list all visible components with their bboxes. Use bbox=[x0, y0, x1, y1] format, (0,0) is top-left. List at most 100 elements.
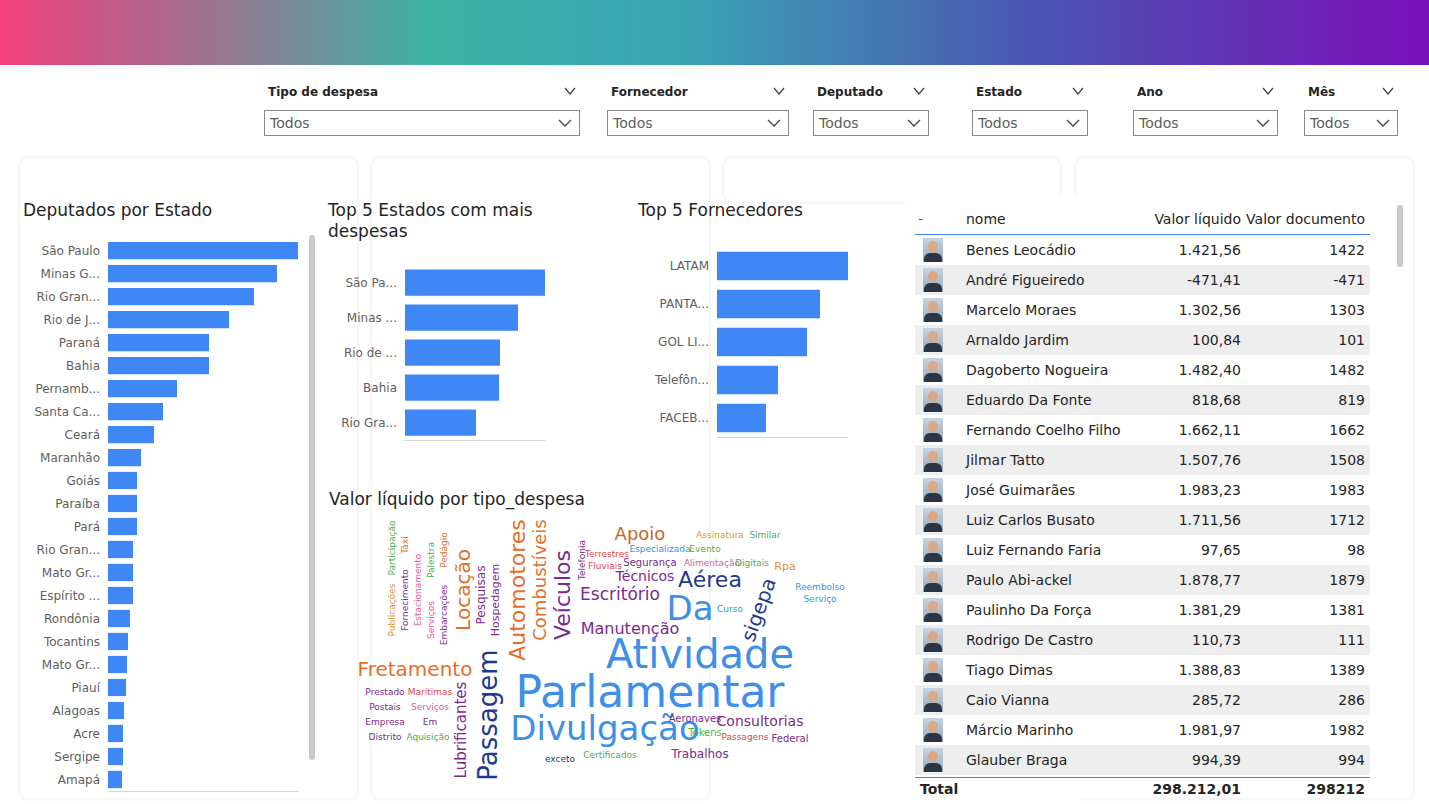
html-text:Todos: Todos bbox=[819, 115, 859, 131]
svg-text:Digitais: Digitais bbox=[735, 558, 769, 568]
svg-text:Similar: Similar bbox=[749, 530, 780, 540]
html-text:Todos: Todos bbox=[613, 115, 653, 131]
svg-text:exceto: exceto bbox=[545, 754, 576, 764]
svg-text:Atividade: Atividade bbox=[605, 631, 795, 677]
svg-text:Terrestres: Terrestres bbox=[584, 549, 629, 559]
svg-text:Fretamento: Fretamento bbox=[358, 657, 473, 681]
svg-text:Deputados por Estado: Deputados por Estado bbox=[23, 200, 212, 220]
svg-text:despesas: despesas bbox=[328, 221, 408, 241]
svg-text:Palestra: Palestra bbox=[426, 542, 436, 578]
svg-text:Rio Gran...: Rio Gran... bbox=[37, 543, 100, 557]
html-text:Todos: Todos bbox=[270, 115, 310, 131]
html-text:Valor líquido por tipo_despesa: Valor líquido por tipo_despesa bbox=[329, 489, 585, 509]
svg-text:Empresa: Empresa bbox=[365, 717, 404, 727]
svg-text:Distrito: Distrito bbox=[369, 732, 402, 742]
svg-text:Rio de ...: Rio de ... bbox=[344, 346, 397, 360]
svg-text:Espírito ...: Espírito ... bbox=[40, 589, 100, 603]
svg-text:Combustíveis: Combustíveis bbox=[529, 519, 550, 641]
svg-text:Amapá: Amapá bbox=[58, 773, 100, 787]
svg-text:Escritório: Escritório bbox=[580, 584, 660, 604]
svg-text:Mato Gr...: Mato Gr... bbox=[42, 566, 100, 580]
svg-text:Certificados: Certificados bbox=[583, 750, 637, 760]
svg-text:Divulgação: Divulgação bbox=[510, 708, 700, 748]
svg-text:GOL LI...: GOL LI... bbox=[658, 335, 709, 349]
svg-text:Paraíba: Paraíba bbox=[55, 497, 100, 511]
svg-text:Técnicos: Técnicos bbox=[615, 568, 675, 584]
svg-text:LATAM: LATAM bbox=[670, 259, 709, 273]
svg-text:Apoio: Apoio bbox=[615, 523, 666, 544]
svg-text:Postais: Postais bbox=[369, 702, 401, 712]
svg-text:sigepa: sigepa bbox=[735, 574, 781, 645]
svg-text:Federal: Federal bbox=[772, 733, 809, 744]
svg-text:Minas G...: Minas G... bbox=[41, 267, 100, 281]
svg-text:PANTA...: PANTA... bbox=[660, 297, 710, 311]
svg-text:Pernamb...: Pernamb... bbox=[35, 382, 100, 396]
svg-text:Bahia: Bahia bbox=[66, 359, 100, 373]
svg-text:Serviço: Serviço bbox=[803, 594, 837, 604]
svg-text:Prestado: Prestado bbox=[365, 687, 405, 697]
svg-text:Pesquisas: Pesquisas bbox=[474, 566, 488, 625]
svg-text:Aquisição: Aquisição bbox=[406, 732, 450, 742]
svg-text:Locação: Locação bbox=[451, 549, 475, 631]
svg-text:Serviços: Serviços bbox=[426, 601, 436, 639]
svg-text:Automotores: Automotores bbox=[505, 519, 530, 661]
svg-text:Rio de J...: Rio de J... bbox=[43, 313, 100, 327]
svg-text:Embarcações: Embarcações bbox=[439, 585, 449, 646]
svg-text:Pará: Pará bbox=[74, 520, 100, 534]
svg-text:Fluviais: Fluviais bbox=[588, 561, 622, 571]
svg-text:Fornecimento: Fornecimento bbox=[400, 569, 410, 631]
svg-text:Santa Ca...: Santa Ca... bbox=[34, 405, 100, 419]
svg-text:Em: Em bbox=[423, 717, 437, 727]
svg-text:Serviços: Serviços bbox=[411, 702, 449, 712]
svg-text:Marítimas: Marítimas bbox=[408, 687, 453, 697]
svg-text:Maranhão: Maranhão bbox=[40, 451, 100, 465]
svg-text:Rio Gran...: Rio Gran... bbox=[37, 290, 100, 304]
svg-text:Telefonia: Telefonia bbox=[577, 540, 587, 581]
svg-text:Participação: Participação bbox=[387, 520, 397, 575]
svg-text:Evento: Evento bbox=[689, 544, 721, 554]
svg-text:Top 5 Fornecedores: Top 5 Fornecedores bbox=[637, 200, 803, 220]
svg-text:Ceará: Ceará bbox=[65, 428, 100, 442]
svg-text:Hospedagem: Hospedagem bbox=[489, 564, 502, 637]
svg-text:Manutenção: Manutenção bbox=[581, 619, 680, 638]
svg-text:São Paulo: São Paulo bbox=[42, 244, 100, 258]
svg-text:Telefôn...: Telefôn... bbox=[654, 373, 709, 387]
svg-text:Tokens: Tokens bbox=[687, 727, 722, 738]
svg-text:Acre: Acre bbox=[73, 727, 100, 741]
svg-text:Especializada: Especializada bbox=[629, 544, 690, 554]
svg-text:Rondônia: Rondônia bbox=[44, 612, 100, 626]
svg-text:Top 5 Estados com mais: Top 5 Estados com mais bbox=[327, 200, 538, 220]
svg-text:Minas ...: Minas ... bbox=[347, 311, 397, 325]
svg-text:São Pa...: São Pa... bbox=[345, 276, 397, 290]
svg-text:Tocantins: Tocantins bbox=[43, 635, 100, 649]
svg-text:Piauí: Piauí bbox=[71, 681, 100, 695]
svg-text:Alimentação: Alimentação bbox=[684, 558, 741, 568]
svg-text:Estacionamento: Estacionamento bbox=[413, 553, 423, 626]
svg-text:Paraná: Paraná bbox=[59, 336, 100, 350]
svg-text:Assinatura: Assinatura bbox=[696, 530, 744, 540]
svg-text:Publicações: Publicações bbox=[387, 583, 397, 636]
svg-text:Alagoas: Alagoas bbox=[53, 704, 100, 718]
svg-text:Veículos: Veículos bbox=[550, 550, 575, 640]
svg-text:Rio Gra...: Rio Gra... bbox=[341, 416, 397, 430]
svg-text:Aeronaves: Aeronaves bbox=[669, 713, 722, 724]
svg-text:Reembolso: Reembolso bbox=[795, 582, 845, 592]
svg-text:Da: Da bbox=[666, 588, 714, 628]
html-text:Todos: Todos bbox=[978, 115, 1018, 131]
svg-text:Mato Gr...: Mato Gr... bbox=[42, 658, 100, 672]
svg-text:Goiás: Goiás bbox=[66, 474, 100, 488]
svg-text:Passagens: Passagens bbox=[721, 732, 768, 742]
svg-text:Curso: Curso bbox=[717, 604, 743, 614]
svg-text:Bahia: Bahia bbox=[363, 381, 397, 395]
svg-text:Táxi: Táxi bbox=[400, 536, 410, 554]
svg-text:Aérea: Aérea bbox=[678, 567, 742, 592]
svg-text:Lubrificantes: Lubrificantes bbox=[452, 681, 470, 778]
svg-text:FACEB...: FACEB... bbox=[660, 411, 709, 425]
svg-text:Segurança: Segurança bbox=[623, 557, 676, 568]
svg-text:Sergipe: Sergipe bbox=[54, 750, 100, 764]
svg-text:Trabalhos: Trabalhos bbox=[670, 747, 728, 761]
svg-text:Pedágio: Pedágio bbox=[439, 532, 449, 568]
svg-text:Passagem: Passagem bbox=[473, 649, 503, 780]
svg-text:Rpa: Rpa bbox=[774, 560, 795, 573]
svg-text:Consultorias: Consultorias bbox=[717, 713, 804, 729]
